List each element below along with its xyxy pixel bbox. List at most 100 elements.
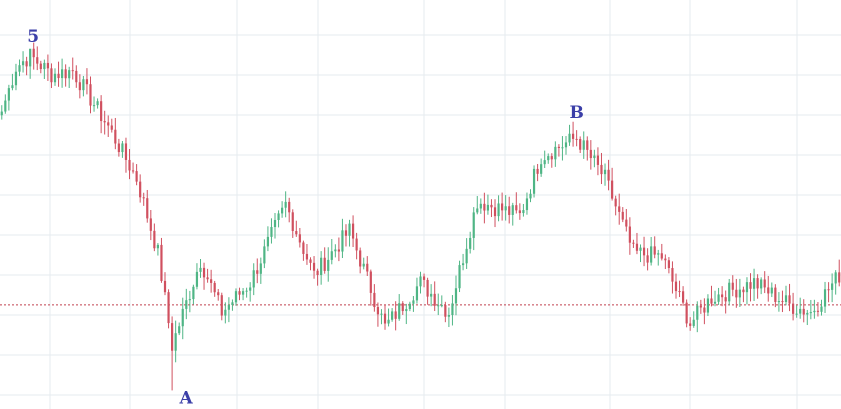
candle-body [355,238,358,251]
candle-body [64,69,67,79]
candle-body [252,270,255,288]
candle [60,58,64,88]
candle [25,56,28,76]
candle-body [142,197,145,199]
wave-labels: 5 A B [27,27,584,408]
candle [39,60,42,74]
candle-body [586,140,589,150]
candle-body [96,101,99,106]
candle-body [277,213,280,220]
candle [756,274,759,299]
candle [671,261,674,294]
candle [642,236,646,267]
candle-body [784,295,788,302]
candle [603,163,607,186]
candle [217,289,220,301]
candle [391,308,394,322]
candle-body [749,282,752,289]
candle [224,302,227,324]
candle-body [195,271,199,287]
candle-body [681,291,685,303]
candle [614,195,617,216]
candle [806,309,809,326]
candle [96,98,99,109]
candle-body [291,212,294,232]
candle [245,287,248,298]
candle [667,257,670,274]
candle [284,191,287,218]
candle-body [657,253,660,255]
candle-body [348,223,351,236]
candle [437,293,440,316]
candle-body [674,281,678,292]
candle [430,284,433,307]
candle-body [124,143,128,160]
candle [479,198,482,214]
candle [227,297,230,323]
candle [525,192,529,215]
candle [100,95,103,134]
candle-body [234,291,238,303]
candle-body [163,280,167,293]
candle-body [834,272,837,284]
candle-body [330,251,333,260]
candle [618,193,621,225]
candle-body [806,312,809,315]
candle [724,290,727,314]
candle [770,282,773,298]
candle [153,223,156,252]
candle [174,320,177,363]
candle-body [827,289,830,291]
candle-body [713,301,717,304]
candle [575,130,578,147]
candle-body [685,302,688,324]
candle-body [18,65,21,72]
candle-body [571,133,575,139]
candle [664,254,667,270]
candle [85,68,89,95]
candle-body [131,170,135,172]
candle-body [799,308,802,314]
candle-body [60,69,64,79]
candle-body [596,155,600,165]
candle [266,226,270,252]
candle-body [320,257,323,276]
candle-body [167,292,170,324]
candle-body [564,142,568,148]
candle-body [217,292,220,296]
candle-body [302,242,305,254]
candle [415,277,419,304]
candle [557,144,560,157]
candle-body [568,133,571,143]
candle [270,218,273,244]
candle-body [362,263,365,267]
candle [359,247,362,274]
candle [156,243,160,256]
candle-body [263,246,266,264]
candle-body [756,278,759,289]
candle-body [224,309,227,316]
candle-body [529,193,532,199]
candle-body [490,204,493,208]
candle [302,240,305,261]
candle [36,46,39,71]
candle-body [192,286,195,300]
candle-body [621,211,624,220]
candle-body [419,276,422,287]
candle-body [618,206,621,212]
candle [781,290,784,313]
candle-body [472,212,475,238]
candle [749,273,752,302]
candle [834,270,837,295]
candle [586,136,589,161]
candle [231,299,234,311]
candle [21,51,25,73]
candle-body [422,276,426,280]
wave-label-a: A [179,388,194,408]
candle [366,256,369,277]
candle-body [383,313,387,324]
candle [579,136,582,153]
candle [419,271,422,294]
candle [745,277,749,305]
